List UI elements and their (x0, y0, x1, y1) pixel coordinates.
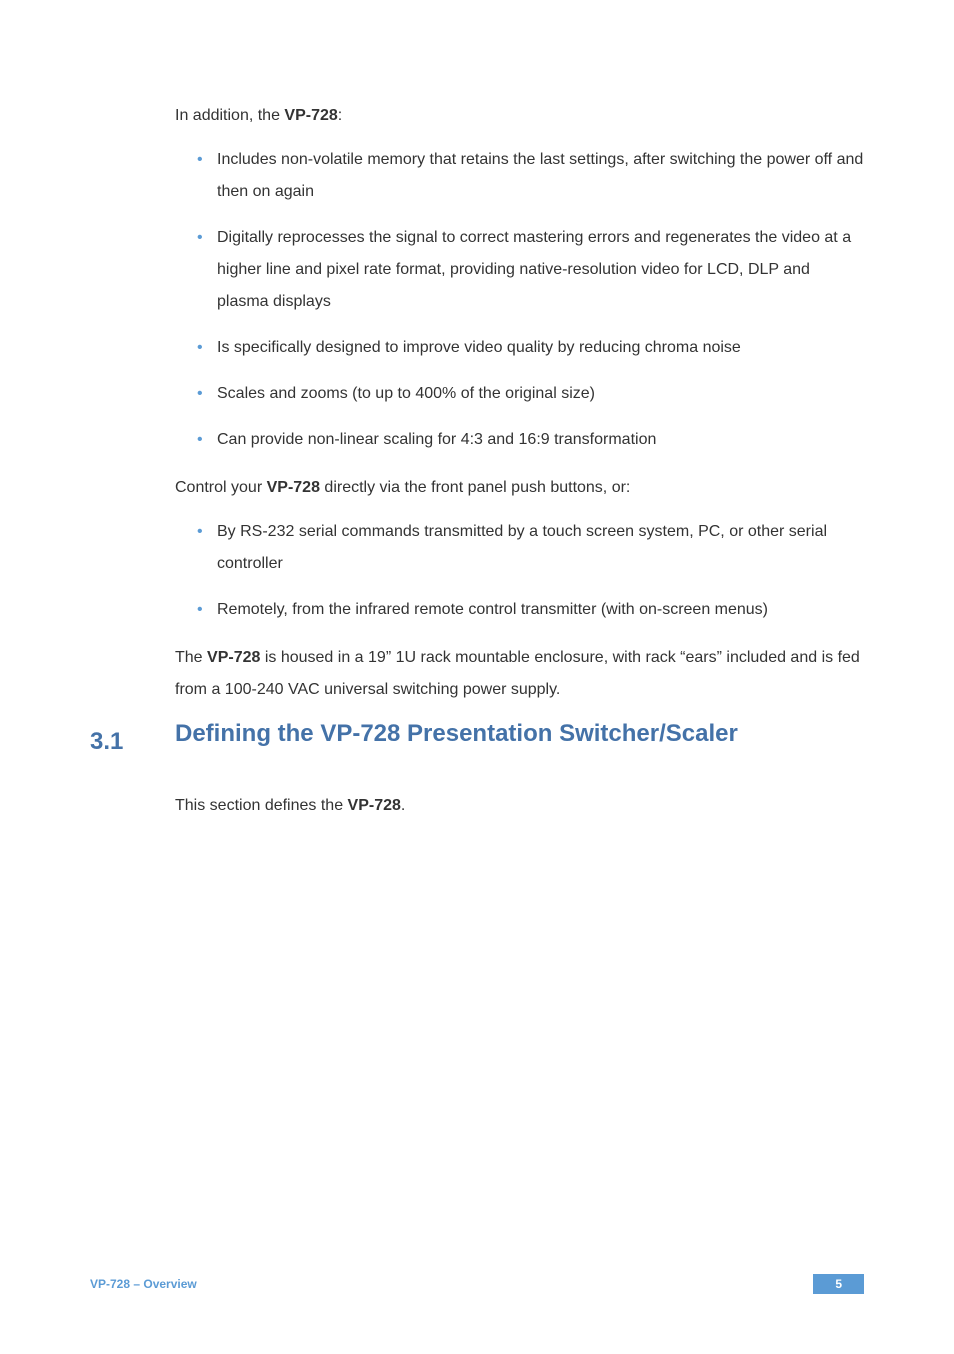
section-number: 3.1 (90, 718, 175, 766)
feature-list-2: By RS-232 serial commands transmitted by… (175, 516, 864, 626)
section-title: Defining the VP-728 Presentation Switche… (175, 718, 738, 749)
list-item: Scales and zooms (to up to 400% of the o… (197, 378, 864, 410)
section-heading-row: 3.1 Defining the VP-728 Presentation Swi… (90, 718, 864, 766)
control-after: directly via the front panel push button… (320, 479, 630, 496)
page-number-badge: 5 (813, 1274, 864, 1294)
defines-paragraph: This section defines the VP-728. (175, 790, 864, 822)
intro-bold: VP-728 (284, 107, 337, 124)
intro-paragraph: In addition, the VP-728: (175, 100, 864, 132)
list-item: Remotely, from the infrared remote contr… (197, 594, 864, 626)
housing-paragraph: The VP-728 is housed in a 19” 1U rack mo… (175, 642, 864, 706)
footer-prefix: VP-728 – (90, 1277, 143, 1291)
list-item: Is specifically designed to improve vide… (197, 332, 864, 364)
control-before: Control your (175, 479, 267, 496)
defines-before: This section defines the (175, 797, 348, 814)
housing-before: The (175, 649, 207, 666)
list-item: Includes non-volatile memory that retain… (197, 144, 864, 208)
list-item: Digitally reprocesses the signal to corr… (197, 222, 864, 318)
intro-text: In addition, the (175, 107, 284, 124)
control-bold: VP-728 (267, 479, 320, 496)
intro-after: : (338, 107, 342, 124)
defines-bold: VP-728 (348, 797, 401, 814)
control-paragraph: Control your VP-728 directly via the fro… (175, 472, 864, 504)
feature-list-1: Includes non-volatile memory that retain… (175, 144, 864, 456)
list-item: By RS-232 serial commands transmitted by… (197, 516, 864, 580)
footer-left: VP-728 – Overview (90, 1277, 197, 1291)
housing-after: is housed in a 19” 1U rack mountable enc… (175, 649, 860, 698)
page-footer: VP-728 – Overview 5 (90, 1274, 864, 1294)
list-item: Can provide non-linear scaling for 4:3 a… (197, 424, 864, 456)
footer-section: Overview (143, 1277, 196, 1291)
defines-after: . (401, 797, 405, 814)
housing-bold: VP-728 (207, 649, 260, 666)
